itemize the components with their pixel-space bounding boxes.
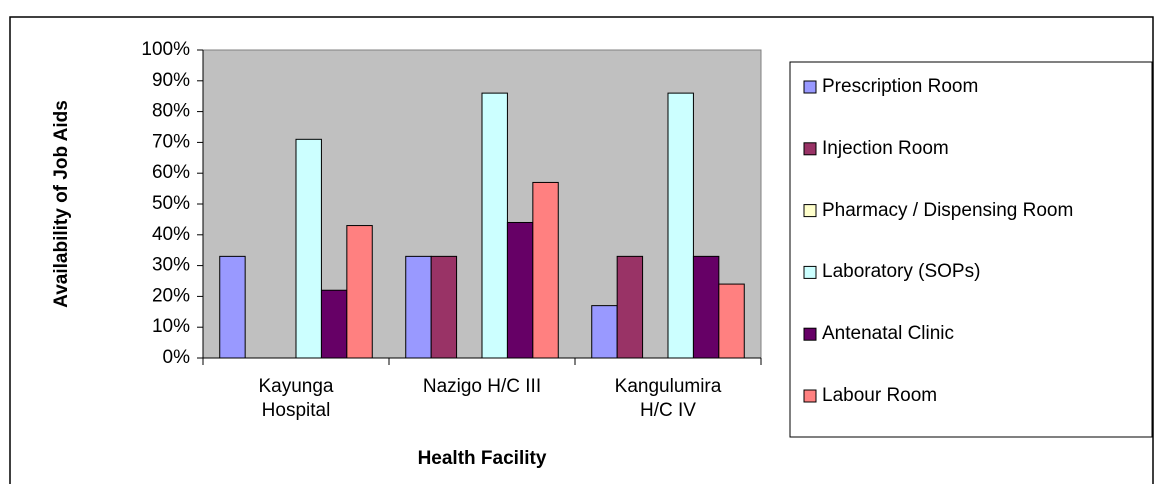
legend-swatch <box>803 204 817 218</box>
y-tick-label: 10% <box>152 316 190 337</box>
y-tick-label: 30% <box>152 255 190 276</box>
bar <box>718 283 745 359</box>
chart-frame <box>9 16 1154 484</box>
legend-swatch <box>803 142 817 156</box>
bar <box>667 92 694 359</box>
legend-label: Prescription Room <box>822 76 979 97</box>
bar <box>430 255 458 359</box>
legend-box <box>789 61 1153 438</box>
y-tick-label: 0% <box>163 347 191 368</box>
bar <box>405 255 432 359</box>
y-tick-label: 80% <box>152 101 190 122</box>
bar <box>616 255 644 359</box>
x-axis-title: Health Facility <box>418 448 547 469</box>
bar <box>295 138 322 359</box>
y-axis-title: Availability of Job Aids <box>51 100 72 308</box>
x-tick-label: Kangulumira H/C IV <box>614 376 722 421</box>
y-tick-label: 100% <box>141 39 190 60</box>
y-tick-label: 50% <box>152 193 190 214</box>
legend-label: Pharmacy / Dispensing Room <box>822 199 1074 221</box>
legend-swatch <box>803 80 817 94</box>
bar <box>692 255 720 359</box>
y-tick-label: 70% <box>152 131 190 152</box>
y-tick-label: 20% <box>152 285 190 306</box>
bar <box>346 225 373 359</box>
legend-label: Antenatal Clinic <box>822 323 955 345</box>
bar <box>481 92 508 359</box>
legend-label: Labour Room <box>822 385 938 406</box>
legend-label: Injection Room <box>822 137 949 159</box>
x-tick-label: Nazigo H/C III <box>422 376 542 397</box>
bar <box>532 181 559 359</box>
legend-swatch <box>803 265 817 279</box>
legend-swatch <box>803 389 817 403</box>
bar <box>591 305 618 359</box>
bar <box>506 221 534 359</box>
x-tick-label: Kayunga Hospital <box>258 376 334 421</box>
y-tick-label: 90% <box>152 70 190 91</box>
bar <box>219 255 246 359</box>
y-tick-label: 60% <box>152 162 190 183</box>
legend-label: Laboratory (SOPs) <box>822 261 981 283</box>
bar <box>320 289 348 359</box>
legend-swatch <box>803 327 817 341</box>
y-tick-label: 40% <box>152 224 190 245</box>
